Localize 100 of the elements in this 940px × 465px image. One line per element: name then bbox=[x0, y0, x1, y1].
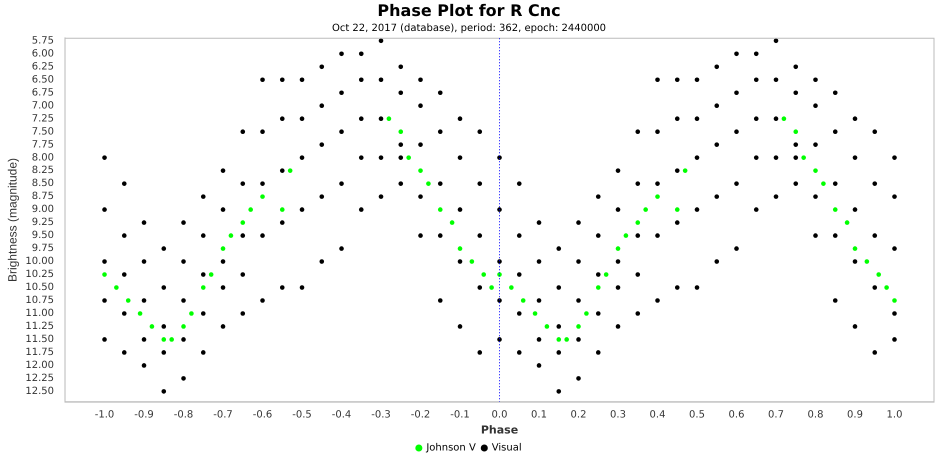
y-tick-label: 8.00 bbox=[32, 152, 54, 164]
point bbox=[852, 246, 858, 251]
point bbox=[682, 168, 688, 173]
y-tick-label: 9.00 bbox=[32, 204, 54, 216]
point bbox=[655, 194, 660, 199]
point bbox=[821, 181, 826, 186]
point bbox=[520, 298, 526, 303]
point bbox=[406, 155, 411, 160]
y-tick-label: 11.00 bbox=[25, 308, 54, 320]
point bbox=[604, 272, 608, 277]
x-tick-label: 1.0 bbox=[886, 409, 902, 420]
point bbox=[892, 298, 897, 303]
point bbox=[793, 129, 798, 134]
point bbox=[169, 337, 174, 342]
x-tick-label: 0.5 bbox=[689, 409, 705, 420]
point bbox=[161, 337, 166, 342]
y-tick-label: 10.25 bbox=[25, 269, 54, 280]
y-tick-label: 10.50 bbox=[25, 282, 54, 294]
point bbox=[576, 324, 581, 329]
point bbox=[102, 272, 107, 277]
point bbox=[470, 259, 474, 264]
point bbox=[228, 233, 234, 238]
point bbox=[458, 246, 462, 251]
point bbox=[635, 220, 640, 225]
chart-title: Phase Plot for R Cnc bbox=[377, 0, 561, 20]
y-tick-label: 7.50 bbox=[32, 126, 54, 138]
x-tick-label: 0.1 bbox=[531, 409, 547, 420]
point bbox=[150, 324, 154, 329]
y-tick-label: 12.00 bbox=[25, 360, 54, 372]
point bbox=[240, 220, 246, 225]
y-tick-label: 8.50 bbox=[32, 178, 54, 190]
point bbox=[138, 311, 142, 316]
point bbox=[509, 285, 514, 290]
legend-label: Visual bbox=[492, 442, 522, 454]
point bbox=[418, 168, 423, 173]
x-tick-label: -0.5 bbox=[292, 409, 312, 420]
y-tick-label: 9.50 bbox=[32, 230, 54, 242]
point bbox=[556, 337, 562, 342]
point bbox=[260, 194, 265, 199]
y-tick-label: 11.25 bbox=[25, 321, 54, 332]
point bbox=[481, 272, 486, 277]
point bbox=[813, 168, 818, 173]
x-tick-label: 0.6 bbox=[728, 409, 744, 420]
x-tick-label: 0.9 bbox=[847, 409, 863, 420]
y-tick-label: 12.50 bbox=[25, 386, 54, 398]
point bbox=[181, 324, 186, 329]
x-tick-label: 0.3 bbox=[610, 409, 626, 420]
point bbox=[884, 285, 889, 290]
x-tick-label: 0.8 bbox=[808, 409, 824, 420]
point bbox=[489, 285, 494, 290]
point bbox=[426, 181, 431, 186]
x-tick-label: -1.0 bbox=[94, 409, 114, 420]
y-tick-label: 11.50 bbox=[25, 334, 54, 346]
x-tick-label: 0.4 bbox=[650, 409, 666, 420]
x-tick-label: -0.8 bbox=[174, 409, 194, 420]
x-axis-title: Phase bbox=[480, 423, 518, 436]
point bbox=[596, 285, 601, 290]
point bbox=[844, 220, 850, 225]
y-tick-label: 6.25 bbox=[32, 61, 54, 72]
y-tick-label: 7.00 bbox=[32, 100, 54, 112]
y-tick-label: 6.00 bbox=[32, 48, 54, 60]
y-tick-label: 7.75 bbox=[32, 139, 54, 150]
point bbox=[584, 311, 589, 316]
point bbox=[782, 116, 786, 122]
point bbox=[450, 220, 454, 225]
y-tick-label: 8.25 bbox=[32, 165, 54, 176]
point bbox=[532, 311, 538, 316]
x-tick-label: 0.0 bbox=[492, 409, 508, 420]
x-tick-label: -0.6 bbox=[252, 409, 272, 420]
point bbox=[564, 337, 569, 342]
point bbox=[876, 272, 881, 277]
x-tick-label: 0.2 bbox=[570, 409, 586, 420]
point bbox=[398, 129, 404, 134]
point bbox=[288, 168, 292, 173]
point bbox=[801, 155, 806, 160]
point bbox=[189, 311, 194, 316]
y-tick-label: 10.00 bbox=[25, 256, 54, 268]
x-tick-label: -0.1 bbox=[450, 409, 470, 420]
y-tick-label: 7.25 bbox=[32, 113, 54, 124]
y-tick-label: 8.75 bbox=[32, 191, 54, 202]
point bbox=[208, 272, 214, 277]
point bbox=[386, 116, 392, 122]
y-axis-title: Brightness (magnitude) bbox=[6, 158, 20, 282]
point bbox=[220, 246, 226, 251]
y-tick-label: 5.75 bbox=[32, 35, 54, 46]
x-tick-label: 0.7 bbox=[768, 409, 784, 420]
point bbox=[643, 207, 648, 212]
point bbox=[544, 324, 550, 329]
legend-label: Johnson V bbox=[425, 442, 476, 454]
y-tick-label: 6.75 bbox=[32, 87, 54, 98]
point bbox=[438, 207, 443, 212]
y-tick-label: 11.75 bbox=[25, 347, 54, 358]
point bbox=[248, 207, 253, 212]
x-tick-label: -0.4 bbox=[332, 409, 352, 420]
point bbox=[864, 259, 870, 264]
point bbox=[200, 285, 206, 290]
point bbox=[624, 233, 628, 238]
point bbox=[114, 285, 119, 290]
x-tick-label: -0.9 bbox=[134, 409, 154, 420]
point bbox=[616, 246, 620, 251]
